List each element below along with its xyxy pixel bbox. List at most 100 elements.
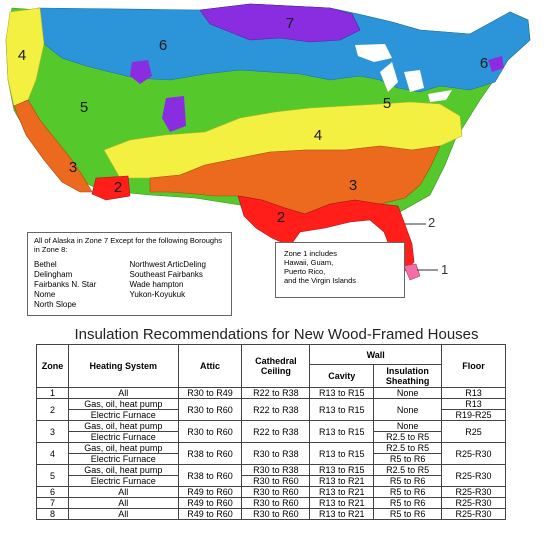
- zone-label: 3: [349, 177, 357, 194]
- zone-label: 3: [69, 159, 77, 176]
- header-floor: Floor: [441, 344, 506, 388]
- great-lakes: [355, 44, 392, 62]
- zone-label: 2: [277, 209, 285, 226]
- cell-cathedral: R30 to R38: [241, 442, 311, 465]
- cell-sheathing: R2.5 to R5: [373, 442, 443, 454]
- header-zone: Zone: [36, 344, 69, 388]
- zone-1-note-line: and the Virgin Islands: [284, 276, 356, 285]
- cell-cathedral: R30 to R60: [241, 497, 311, 509]
- cell-attic: R30 to R49: [177, 387, 243, 399]
- cell-zone: 7: [36, 497, 69, 509]
- table-row: 3 Gas, oil, heat pump R30 to R60 R22 to …: [36, 420, 506, 443]
- alaska-borough-list: Bethel Delingham Fairbanks N. Star Nome …: [34, 260, 130, 310]
- cell-attic: R38 to R60: [177, 442, 243, 465]
- cell-attic: R38 to R60: [177, 464, 243, 487]
- cell-attic: R49 to R60: [177, 508, 243, 520]
- cell-floor: R25-R30: [441, 442, 506, 465]
- zone-label: 5: [80, 99, 88, 116]
- cell-heating: Electric Furnace: [67, 431, 179, 443]
- table-row: Electric Furnace R30 to R60 R13 to R21 R…: [37, 475, 506, 487]
- cell-sheathing: None: [373, 387, 443, 399]
- borough-name: Northwest ArticDeling: [129, 260, 206, 269]
- table-row: 8 All R49 to R60 R30 to R60 R13 to R21 R…: [36, 508, 506, 520]
- cell-floor: R25-R30: [441, 508, 506, 520]
- zone-label: 2: [114, 179, 122, 196]
- cell-heating: Gas, oil, heat pump: [67, 464, 179, 476]
- header-cathedral-ceiling: Cathedral Ceiling: [241, 344, 311, 388]
- alaska-note: All of Alaska in Zone 7 Except for the f…: [27, 232, 232, 316]
- cell-zone: 8: [36, 508, 69, 520]
- cell-heating: Gas, oil, heat pump: [67, 398, 179, 410]
- table-row: 4 Gas, oil, heat pump R38 to R60 R30 to …: [36, 442, 506, 465]
- borough-name: Fairbanks N. Star: [34, 280, 97, 289]
- cell-sheathing: R5 to R6: [373, 453, 443, 465]
- header-wall: Wall: [309, 344, 443, 365]
- zone-label: 4: [18, 47, 26, 64]
- cell-floor: R25-R30: [441, 486, 506, 498]
- zone-7-region: [199, 3, 361, 43]
- cell-cavity: R13 to R21: [309, 486, 375, 498]
- cell-floor: R19-R25: [441, 409, 506, 421]
- cell-cavity: R13 to R15: [309, 442, 375, 465]
- insulation-table: Zone Heating System Attic Cathedral Ceil…: [36, 344, 506, 520]
- cell-heating: All: [67, 497, 179, 509]
- table-row: 2 Gas, oil, heat pump R30 to R60 R22 to …: [36, 398, 506, 421]
- cell-cathedral: R22 to R38: [241, 387, 311, 399]
- header-heating-system: Heating System: [67, 344, 179, 388]
- cell-cavity: R13 to R15: [309, 420, 375, 443]
- cell-floor: R25: [441, 420, 506, 443]
- zone-1-note: Zone 1 includes Hawaii, Guam, Puerto Ric…: [275, 242, 405, 298]
- zone-7-island: [488, 56, 504, 72]
- cell-heating: Electric Furnace: [67, 409, 179, 421]
- cell-zone: 1: [36, 387, 69, 399]
- borough-name: Delingham: [34, 270, 73, 279]
- cell-zone: 6: [36, 486, 69, 498]
- zone-1-note-line: Hawaii, Guam,: [284, 258, 334, 267]
- cell-sheathing: R2.5 to R5: [373, 431, 443, 443]
- cell-floor: R13: [441, 387, 506, 399]
- zone-1-region: [403, 263, 421, 281]
- cell-cavity: R13 to R15: [309, 387, 375, 399]
- cell-cavity: R13 to R15: [309, 398, 375, 421]
- table-row: Electric Furnace R5 to R6: [37, 453, 506, 465]
- zone-7-island: [130, 60, 152, 84]
- zone-label: 6: [480, 55, 488, 72]
- cell-heating: Electric Furnace: [67, 453, 179, 465]
- borough-name: North Slope: [34, 300, 77, 309]
- borough-name: Southeast Fairbanks: [129, 270, 203, 279]
- cell-cavity: R13 to R21: [309, 475, 375, 487]
- callout-zone-2: 2: [428, 215, 436, 230]
- borough-name: Yukon-Koyukuk: [129, 290, 186, 299]
- cell-heating: All: [67, 387, 179, 399]
- zone-2-region: [91, 175, 131, 201]
- cell-zone: 5: [36, 464, 69, 487]
- great-lakes: [404, 70, 424, 92]
- callout-zone-1: 1: [441, 262, 449, 277]
- table-row: 1 All R30 to R49 R22 to R38 R13 to R15 N…: [36, 387, 506, 399]
- cell-cavity: R13 to R15: [309, 464, 375, 476]
- borough-name: Bethel: [34, 260, 57, 269]
- zone-3-region: [13, 99, 93, 193]
- table-row: 6 All R49 to R60 R30 to R60 R13 to R21 R…: [36, 486, 506, 498]
- header-insulation-sheathing: Insulation Sheathing: [373, 364, 443, 388]
- borough-name: Wade hampton: [129, 280, 184, 289]
- cell-zone: 2: [36, 398, 69, 421]
- cell-sheathing: R5 to R6: [373, 475, 443, 487]
- cell-cathedral: R30 to R60: [241, 475, 311, 487]
- borough-name: Nome: [34, 290, 56, 299]
- cell-cathedral: R22 to R38: [241, 398, 311, 421]
- zone-1-note-line: Puerto Rico,: [284, 267, 326, 276]
- zone-label: 6: [159, 37, 167, 54]
- cell-cathedral: R30 to R60: [241, 486, 311, 498]
- cell-sheathing: None: [373, 398, 443, 421]
- cell-sheathing: R5 to R6: [373, 497, 443, 509]
- alaska-note-intro: All of Alaska in Zone 7 Except for the f…: [34, 236, 223, 254]
- cell-sheathing: None: [373, 420, 443, 432]
- table-title: Insulation Recommendations for New Wood-…: [74, 326, 479, 343]
- cell-heating: All: [67, 508, 179, 520]
- cell-floor: R25-R30: [441, 497, 506, 509]
- cell-heating: Gas, oil, heat pump: [67, 442, 179, 454]
- cell-attic: R30 to R60: [177, 398, 243, 421]
- table-row: 5 Gas, oil, heat pump R38 to R60 R30 to …: [36, 464, 506, 487]
- cell-attic: R49 to R60: [177, 497, 243, 509]
